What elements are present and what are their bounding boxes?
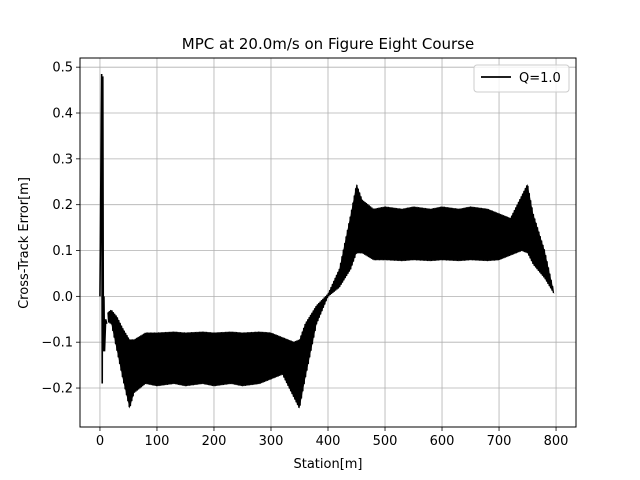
grid-lines <box>80 58 576 427</box>
y-tick-label: 0.2 <box>52 198 73 213</box>
y-tick-label: 0.0 <box>52 290 73 305</box>
y-tick-label: −0.2 <box>41 382 73 397</box>
x-tick-label: 200 <box>202 434 227 449</box>
y-axis-label: Cross-Track Error[m] <box>17 177 32 309</box>
y-tick-label: 0.5 <box>52 61 73 76</box>
series-start-spike <box>99 74 108 384</box>
series-envelope <box>107 184 555 409</box>
x-tick-label: 300 <box>259 434 284 449</box>
y-tick-label: 0.3 <box>52 152 73 167</box>
y-tick-label: −0.1 <box>41 336 73 351</box>
chart-title: MPC at 20.0m/s on Figure Eight Course <box>182 35 474 53</box>
y-tick-label: 0.1 <box>52 244 73 259</box>
legend-box <box>473 64 570 93</box>
plot-data <box>99 74 555 409</box>
x-tick-label: 400 <box>316 434 341 449</box>
x-tick-label: 100 <box>145 434 170 449</box>
legend-label-q: Q=1.0 <box>519 71 561 86</box>
x-tick-label: 500 <box>373 434 398 449</box>
y-tick-label: 0.4 <box>52 107 73 122</box>
x-axis-label: Station[m] <box>293 457 362 472</box>
axis-ticks: 0 100 200 300 400 500 600 700 800 −0.2 −0.1 0.0 0.1 0… <box>41 61 568 449</box>
x-tick-label: 800 <box>544 434 569 449</box>
x-tick-label: 0 <box>96 434 104 449</box>
x-tick-label: 700 <box>487 434 512 449</box>
legend: Q=1.0 <box>473 64 570 93</box>
x-tick-label: 600 <box>430 434 455 449</box>
